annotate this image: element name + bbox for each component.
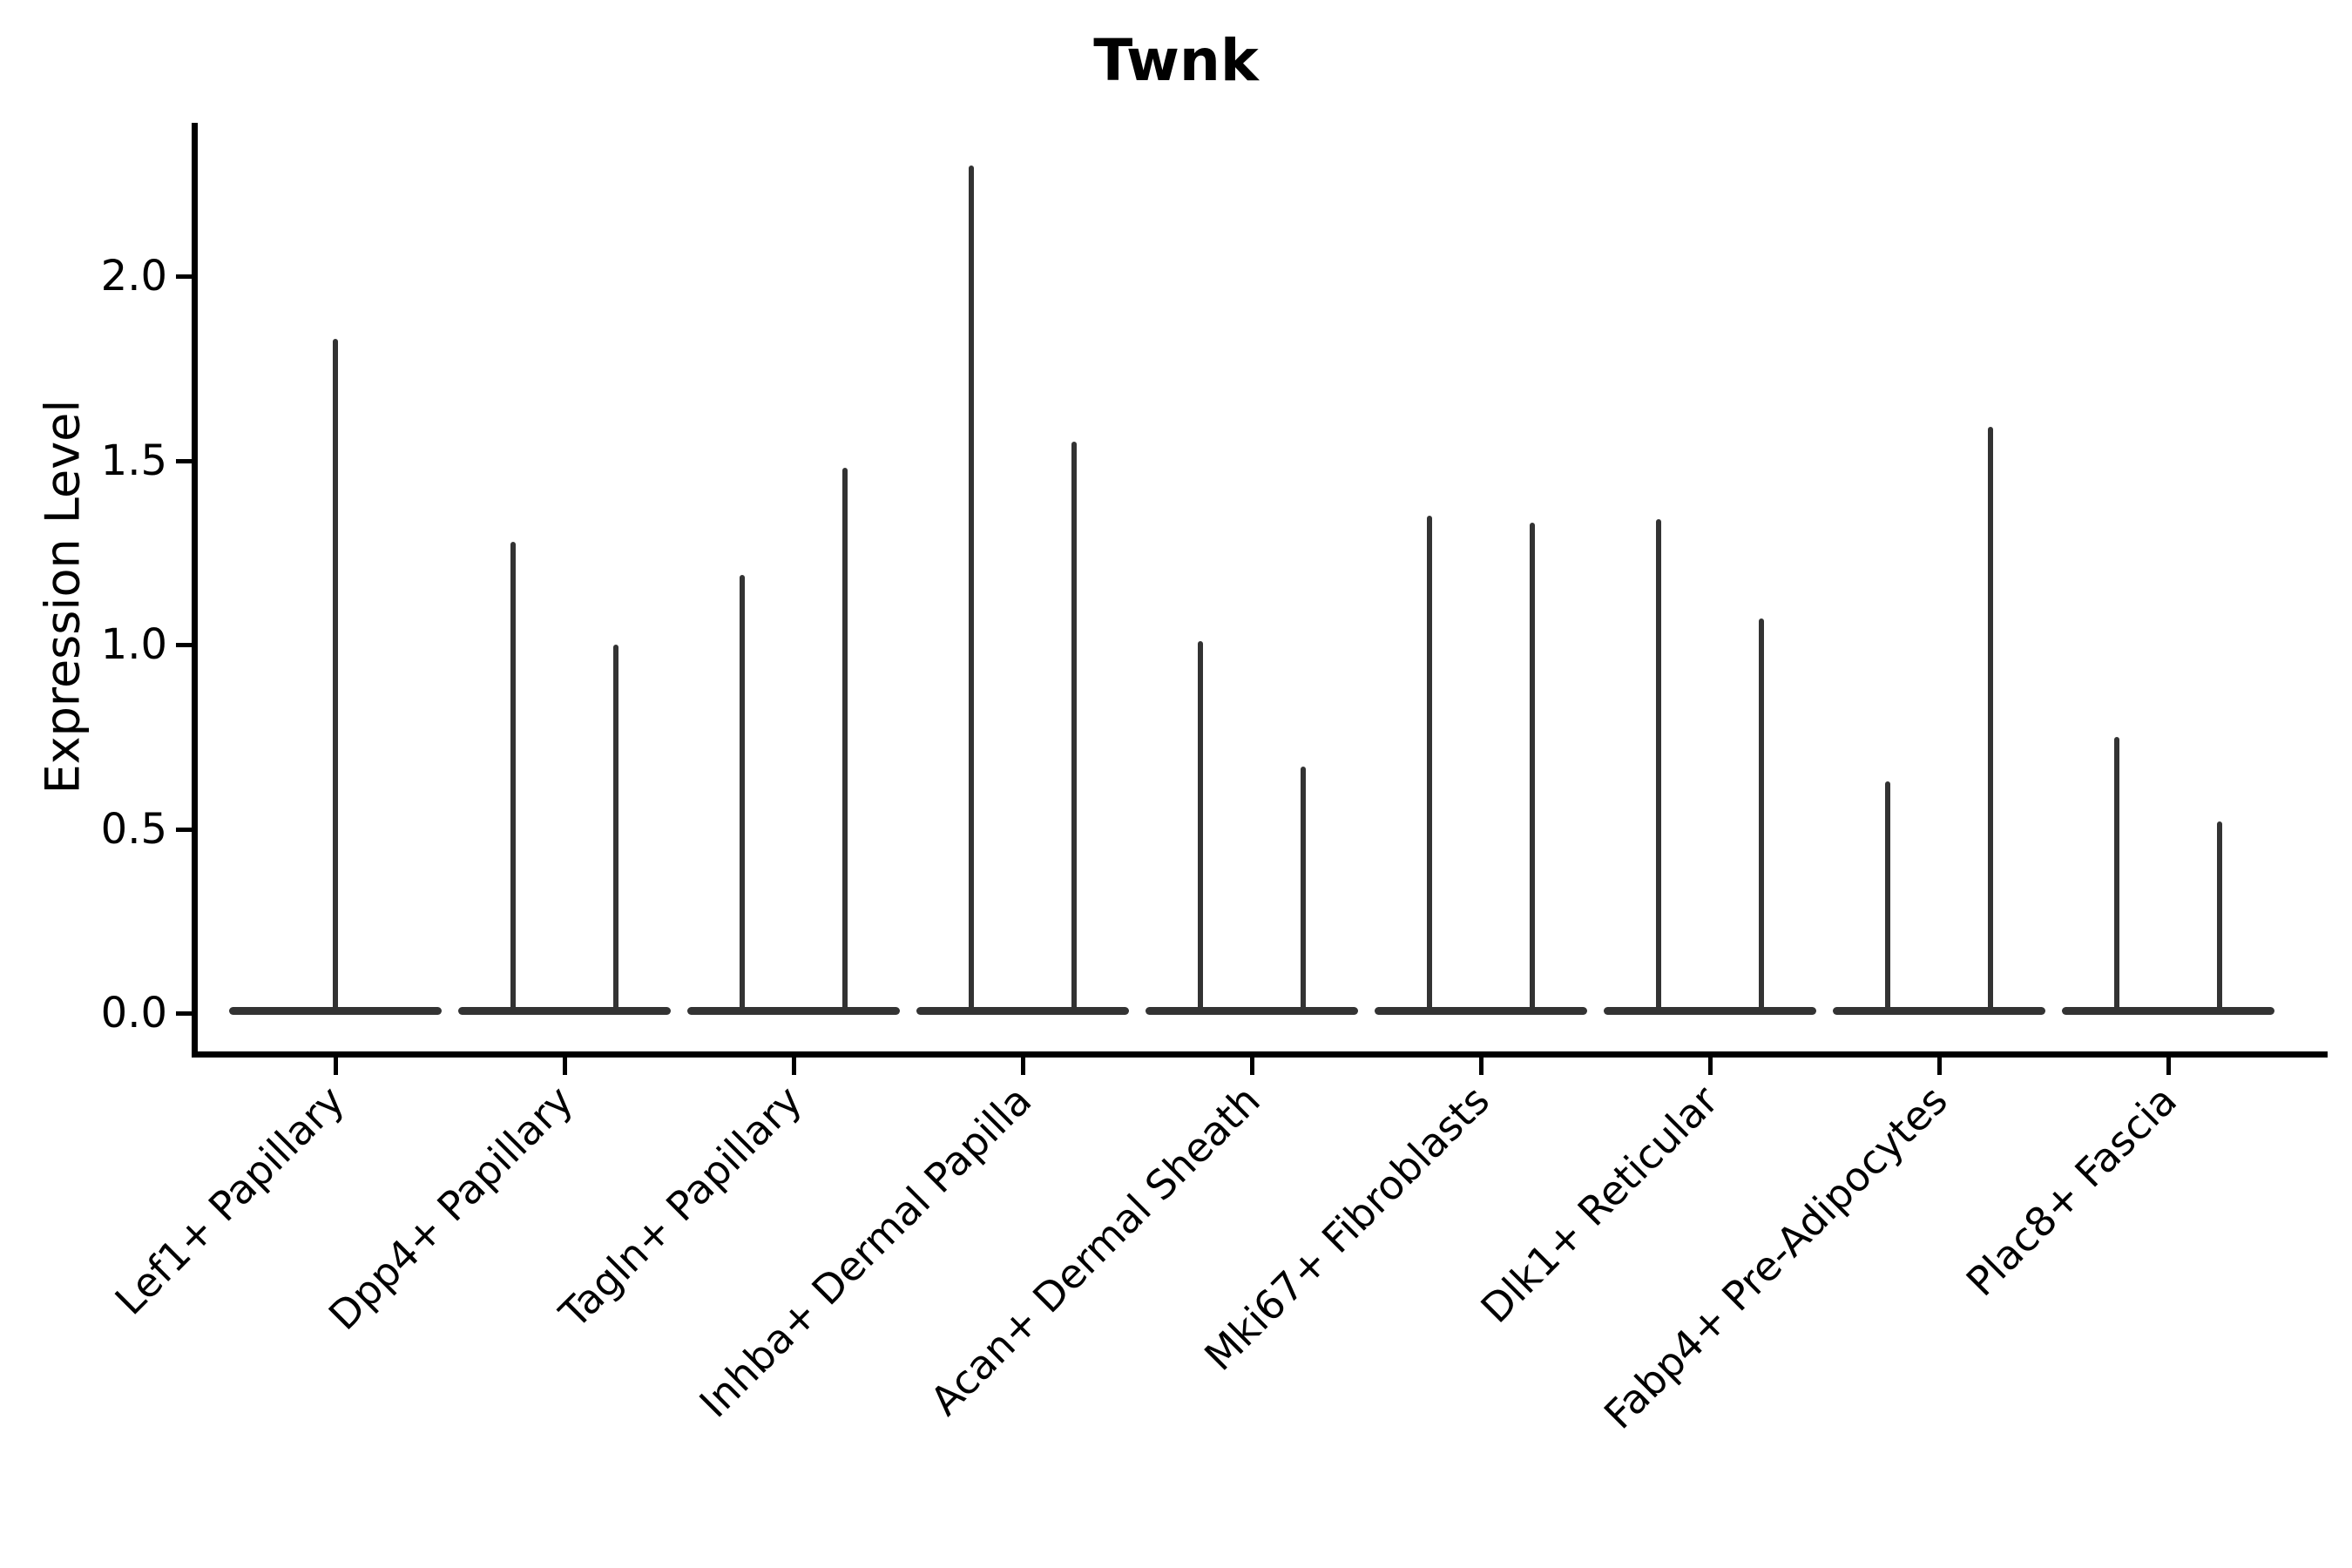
y-tick-label: 0.5 [100,804,167,854]
x-tick-mark [1479,1058,1484,1075]
violin-spike [2217,821,2222,1012]
x-tick-label: Lef1+ Papillary [105,1076,354,1324]
x-axis-spine [192,1051,2328,1058]
y-tick-mark [176,458,192,463]
chart-title: Twnk [1093,27,1259,94]
violin-base [1604,1007,1816,1015]
violin-spike [1885,781,1890,1012]
violin-spike [613,645,618,1012]
violin-base [1833,1007,2045,1015]
x-tick-mark [792,1058,796,1075]
y-axis-spine [192,123,198,1058]
violin-spike [1988,427,1993,1012]
violin-base [1146,1007,1358,1015]
y-tick-label: 1.5 [100,436,167,485]
violin-spike [333,339,338,1012]
violin-base [687,1007,900,1015]
y-tick-label: 1.0 [100,620,167,669]
y-tick-mark [176,1011,192,1016]
violin-spike [1656,519,1661,1012]
violin-spike [1301,767,1306,1012]
violin-spike [740,575,745,1012]
y-tick-label: 2.0 [100,252,167,301]
x-tick-label: Dpp4+ Papillary [319,1076,583,1340]
x-tick-mark [1250,1058,1254,1075]
x-tick-label: Dlk1+ Reticular [1471,1076,1728,1333]
x-tick-mark [1021,1058,1025,1075]
violin-spike [1759,618,1764,1012]
violin-spike [842,468,848,1012]
x-tick-mark [2166,1058,2171,1075]
violin-spike [1198,641,1203,1012]
violin-spike [1427,516,1432,1012]
violin-spike [1071,442,1077,1012]
y-tick-mark [176,643,192,647]
x-tick-mark [1708,1058,1713,1075]
violin-spike [2114,737,2119,1012]
x-tick-mark [563,1058,567,1075]
violin-spike [1530,523,1535,1012]
violin-base [458,1007,671,1015]
x-tick-mark [334,1058,338,1075]
x-tick-label: Plac8+ Fascia [1957,1076,2186,1306]
violin-spike [510,542,516,1012]
x-tick-mark [1937,1058,1942,1075]
violin-spike [969,166,974,1012]
violin-base [2062,1007,2274,1015]
y-tick-label: 0.0 [100,989,167,1037]
violin-base [916,1007,1129,1015]
x-tick-label: Tagln+ Papillary [551,1076,812,1337]
y-tick-mark [176,827,192,832]
y-tick-mark [176,274,192,279]
violin-base [1375,1007,1587,1015]
